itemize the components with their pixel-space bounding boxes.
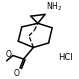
Text: NH$_2$: NH$_2$ — [46, 1, 62, 14]
Text: O: O — [6, 50, 12, 59]
Text: O: O — [13, 69, 19, 78]
Text: HCl: HCl — [58, 53, 73, 62]
